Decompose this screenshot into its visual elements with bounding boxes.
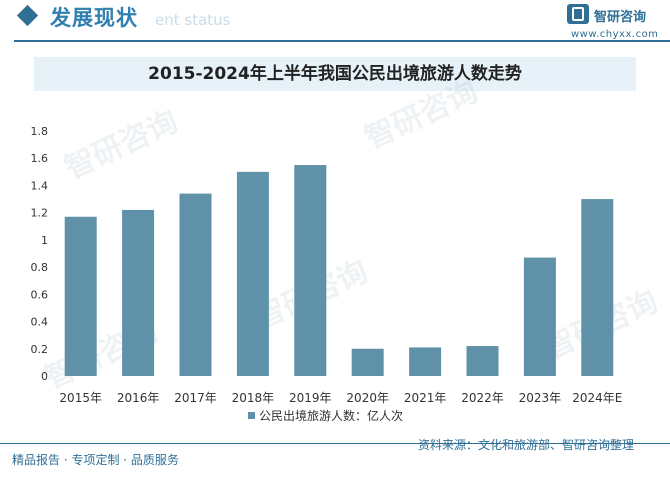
bar [351,348,384,376]
y-tick-label: 1.8 [31,125,49,138]
data-source: 资料来源：文化和旅游部、智研咨询整理 [418,438,635,452]
y-tick-label: 0 [41,370,48,383]
diamond-icon [16,4,39,27]
header-divider [14,40,670,42]
x-tick-label: 2024年E [572,391,622,405]
header: 发展现状 ent status 智研咨询 www.chyxx.com [0,0,670,44]
y-tick-label: 0.8 [31,261,49,274]
x-tick-label: 2019年 [289,391,332,405]
brand-name: 智研咨询 [594,10,647,25]
x-tick-label: 2022年 [461,391,504,405]
x-tick-label: 2021年 [404,391,447,405]
section-title: 发展现状 [50,6,138,30]
footer-divider [0,443,670,444]
legend-swatch [248,412,255,419]
bar-chart: 0 0.2 0.4 0.6 0.8 1 1.2 1.4 1.6 1.8 2015年 2016年 2017… [31,125,623,423]
y-tick-label: 1.4 [31,179,49,192]
x-tick-label: 2023年 [519,391,562,405]
y-tick-label: 1 [41,234,48,247]
brand-logo-icon [567,4,589,24]
chart-title-band: 2015-2024年上半年我国公民出境旅游人数走势 [34,57,636,91]
x-tick-label: 2017年 [174,391,217,405]
bar [466,346,499,376]
legend-label: 公民出境旅游人数：亿人次 [259,408,403,423]
bar [122,209,155,376]
section-subtitle: ent status [155,11,231,29]
bar [409,347,442,376]
y-tick-label: 1.2 [31,207,49,220]
x-tick-label: 2015年 [59,391,102,405]
bar [236,171,269,376]
x-tick-label: 2016年 [117,391,160,405]
bar [179,193,212,376]
x-tick-label: 2018年 [232,391,275,405]
y-tick-label: 1.6 [31,152,49,165]
y-tick-label: 0.2 [31,343,49,356]
footer-tagline: 精品报告 · 专项定制 · 品质服务 [12,453,179,467]
chart-title: 2015-2024年上半年我国公民出境旅游人数走势 [148,64,522,84]
brand-url: www.chyxx.com [571,29,659,40]
y-tick-label: 0.6 [31,288,49,301]
bar [581,199,614,376]
y-tick-label: 0.4 [31,316,49,329]
x-tick-label: 2020年 [346,391,389,405]
bar [523,257,556,376]
bar [64,216,97,376]
bar [294,165,327,376]
